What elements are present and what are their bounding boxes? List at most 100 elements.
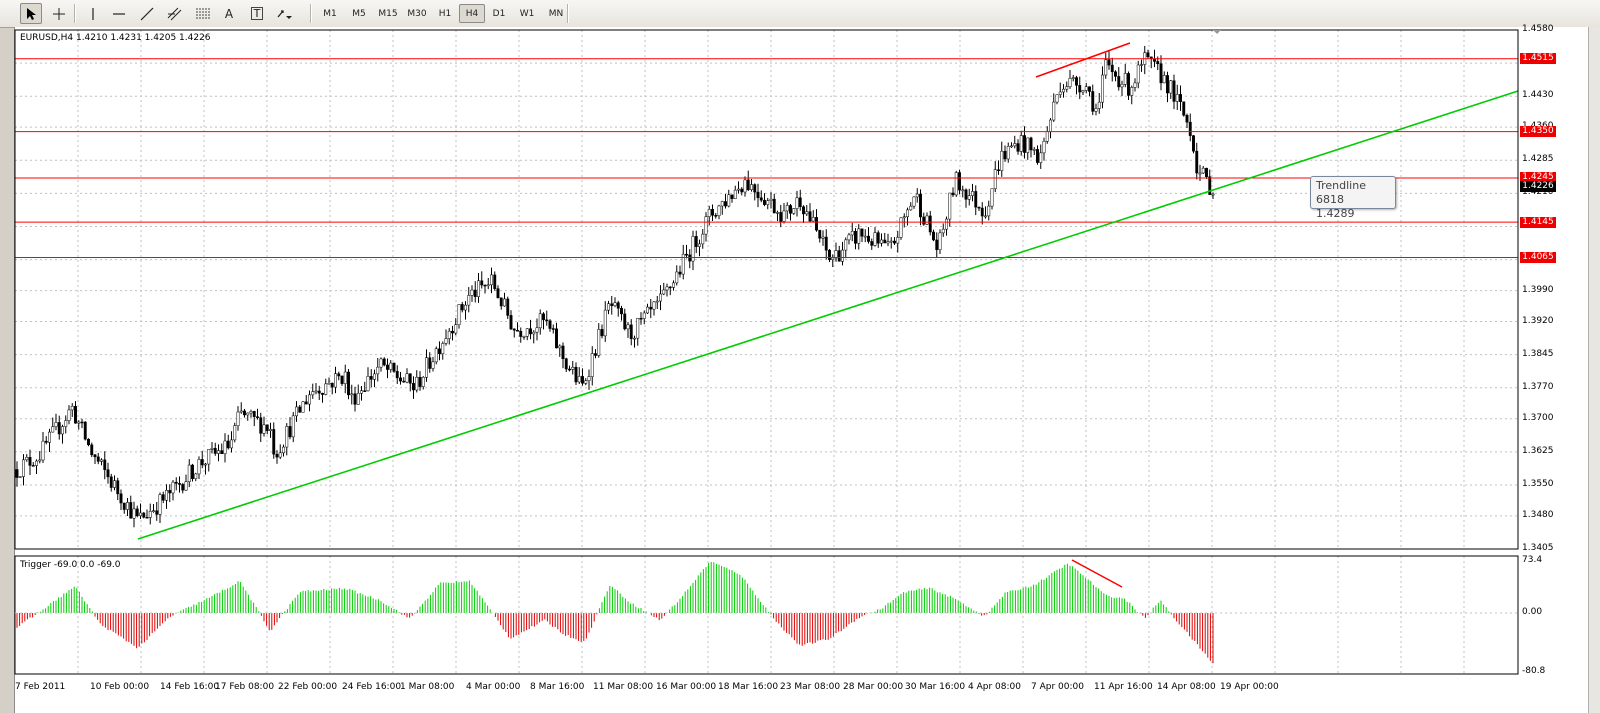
toolbar-separator — [567, 4, 569, 23]
vertical-line-tool-button[interactable] — [82, 3, 104, 24]
bear-candle — [1078, 85, 1082, 93]
bear-candle — [408, 373, 412, 384]
bear-candle — [688, 254, 692, 262]
bull-candle — [941, 228, 945, 234]
bear-candle — [1182, 101, 1186, 116]
arrows-tool-button[interactable] — [274, 3, 302, 24]
chart-scrollbar[interactable] — [1588, 27, 1600, 713]
timeframe-d1-button[interactable]: D1 — [492, 8, 506, 19]
bear-candle — [1107, 59, 1111, 66]
time-axis-label: 24 Feb 16:00 — [342, 682, 402, 692]
bear-candle — [808, 211, 812, 222]
price-axis-label: 1.3405 — [1522, 543, 1554, 553]
bear-candle — [28, 457, 32, 466]
bull-candle — [314, 390, 318, 393]
bear-candle — [272, 429, 276, 455]
cursor-tool-button[interactable] — [20, 3, 42, 24]
bull-candle — [971, 191, 974, 196]
bull-candle — [967, 195, 971, 200]
timeframe-w1-button[interactable]: W1 — [519, 8, 535, 19]
bear-candle — [155, 510, 159, 515]
bull-candle — [1175, 94, 1179, 102]
indicator-divergence-line — [1071, 559, 1123, 588]
bear-candle — [545, 319, 549, 322]
equidistant-channel-tool-button[interactable] — [164, 3, 186, 24]
time-axis-label: 4 Apr 08:00 — [968, 682, 1021, 692]
bear-candle — [1117, 76, 1121, 88]
bull-candle — [662, 289, 666, 295]
bull-candle — [360, 390, 363, 394]
trendlines[interactable] — [137, 42, 1519, 588]
bull-candle — [1055, 94, 1059, 103]
timeframe-h1-button[interactable]: H1 — [438, 8, 452, 19]
bear-candle — [44, 440, 48, 443]
timeframe-m15-button[interactable]: M15 — [378, 8, 398, 19]
bull-candle — [421, 376, 425, 387]
bear-candle — [135, 508, 139, 517]
bull-candle — [844, 239, 848, 251]
bull-candle — [425, 357, 428, 378]
bear-candle — [1023, 135, 1026, 153]
text-tool-button[interactable]: A — [218, 3, 240, 24]
horizontal-levels[interactable] — [15, 58, 1518, 258]
text-label-tool-button[interactable]: T — [246, 3, 268, 24]
bull-candle — [785, 205, 789, 212]
bear-candle — [168, 490, 172, 494]
crosshair-tool-button[interactable] — [48, 3, 70, 24]
bull-candle — [1198, 172, 1202, 175]
timeframe-m30-button[interactable]: M30 — [407, 8, 427, 19]
bull-candle — [733, 189, 737, 199]
bull-candle — [613, 302, 617, 306]
bull-candle — [701, 233, 705, 245]
bull-candle — [1120, 84, 1124, 88]
bull-candle — [1123, 73, 1127, 85]
timeframe-m1-button[interactable]: M1 — [323, 8, 337, 19]
bull-candle — [945, 218, 948, 230]
bear-candle — [220, 450, 224, 454]
bull-candle — [282, 446, 285, 454]
trendline-tool-button[interactable] — [136, 3, 158, 24]
bull-candle — [415, 376, 419, 391]
bear-candle — [997, 169, 1000, 171]
bear-candle — [964, 189, 968, 200]
trendline[interactable] — [137, 90, 1519, 540]
bull-candle — [48, 431, 51, 443]
bear-candle — [789, 205, 792, 214]
bull-candle — [665, 286, 669, 291]
channel-icon — [167, 7, 182, 20]
bear-candle — [116, 480, 120, 495]
bear-candle — [746, 179, 750, 190]
bull-candle — [1201, 167, 1205, 174]
time-axis-label: 17 Feb 08:00 — [215, 682, 275, 692]
bear-candle — [772, 198, 776, 214]
bear-candle — [129, 502, 133, 519]
bull-candle — [880, 239, 883, 244]
bear-candle — [363, 390, 367, 392]
bull-candle — [67, 409, 71, 421]
bear-candle — [161, 494, 165, 501]
bull-candle — [834, 250, 838, 259]
chart-window[interactable] — [14, 27, 1600, 713]
trendline-tooltip: Trendline 6818 1.4289 — [1310, 176, 1396, 220]
bull-candle — [961, 189, 965, 192]
bear-candle — [106, 469, 110, 478]
bear-candle — [1205, 167, 1208, 177]
bull-candle — [1104, 59, 1108, 76]
horizontal-line-tool-button[interactable] — [108, 3, 130, 24]
bull-candle — [571, 366, 575, 370]
fibonacci-tool-button[interactable] — [192, 3, 214, 24]
bull-candle — [464, 304, 467, 311]
level-price-tag: 1.4515 — [1520, 53, 1556, 65]
indicator-axis-label: 73.4 — [1522, 555, 1543, 565]
timeframe-mn-button[interactable]: MN — [548, 8, 564, 19]
fibonacci-icon — [196, 8, 210, 18]
bull-candle — [535, 327, 539, 333]
bear-candle — [935, 239, 939, 250]
bull-candle — [165, 490, 168, 501]
timeframe-m5-button[interactable]: M5 — [352, 8, 366, 19]
bear-candle — [1179, 94, 1182, 102]
bull-candle — [457, 304, 461, 325]
timeframe-h4-button[interactable]: H4 — [459, 4, 485, 23]
bull-candle — [984, 215, 987, 218]
